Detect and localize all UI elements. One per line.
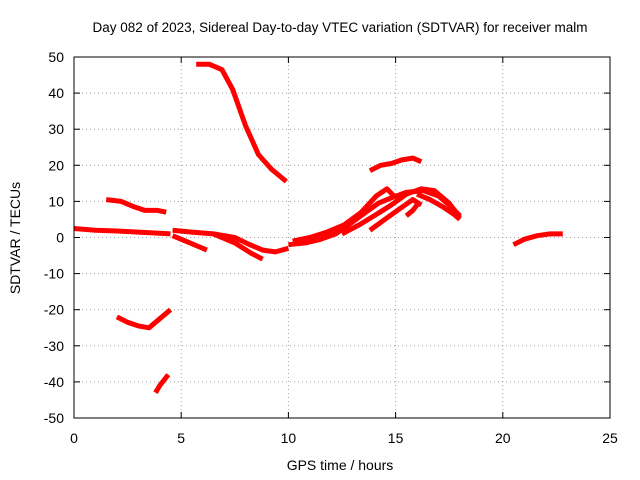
x-tick-label: 25	[602, 430, 618, 446]
series-arc-14	[404, 203, 419, 218]
series-arc-11	[340, 186, 462, 237]
x-tick-label: 0	[70, 430, 78, 446]
y-tick-label: 30	[48, 121, 64, 137]
series-arc-2	[105, 197, 167, 215]
y-tick-label: -30	[44, 338, 64, 354]
series-arc-4	[153, 373, 171, 394]
x-tick-label: 15	[388, 430, 404, 446]
series-arc-6	[172, 227, 290, 255]
series-arc-1	[73, 226, 171, 237]
series-arc-13	[368, 155, 423, 173]
x-axis-label: GPS time / hours	[287, 457, 394, 473]
series-arc-3	[115, 307, 173, 331]
series-arc-8	[212, 231, 264, 262]
y-tick-label: -10	[44, 266, 64, 282]
series-arc-7	[171, 233, 208, 253]
y-tick-label: -50	[44, 410, 64, 426]
series-group	[73, 61, 563, 394]
y-tick-label: -20	[44, 302, 64, 318]
y-tick-label: -40	[44, 374, 64, 390]
series-arc-12	[368, 197, 423, 233]
series-arc-10	[292, 186, 398, 244]
chart-title: Day 082 of 2023, Sidereal Day-to-day VTE…	[93, 20, 588, 35]
x-tick-label: 10	[281, 430, 297, 446]
y-axis-label: SDTVAR / TECUs	[7, 182, 23, 294]
y-tick-label: 10	[48, 193, 64, 209]
axis-ticks: 0 5 10 15 20 25 -50 -40 -30 -20 -10 0 10 20 30 40 50	[44, 49, 618, 446]
series-arc-5	[196, 61, 288, 184]
x-tick-label: 20	[495, 430, 511, 446]
series-arc-16	[512, 231, 563, 247]
y-tick-label: 50	[48, 49, 64, 65]
x-tick-label: 5	[177, 430, 185, 446]
y-tick-label: 40	[48, 85, 64, 101]
series-arc-15	[416, 191, 462, 222]
grid	[74, 57, 610, 418]
y-tick-label: 0	[56, 230, 64, 246]
y-tick-label: 20	[48, 157, 64, 173]
